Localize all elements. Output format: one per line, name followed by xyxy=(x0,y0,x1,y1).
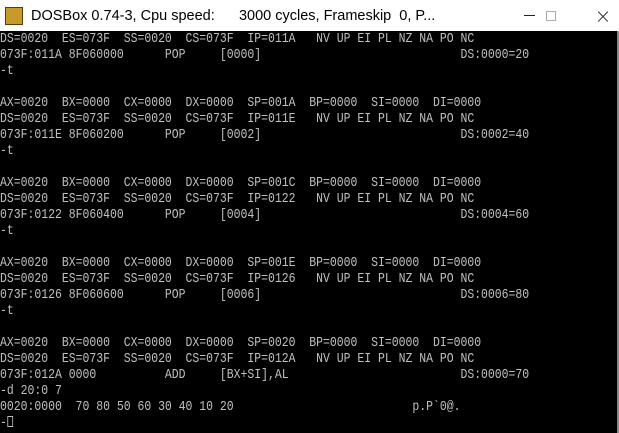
terminal-line-text: - xyxy=(0,415,7,431)
terminal-line: 073F:0126 8F060600 POP [0006] DS:0006=80 xyxy=(0,287,619,303)
terminal-line-text: AX=0020 BX=0000 CX=0000 DX=0000 SP=0020 … xyxy=(0,335,482,351)
terminal-line: DS=0020 ES=073F SS=0020 CS=073F IP=012A … xyxy=(0,351,619,367)
minimize-icon xyxy=(523,15,535,16)
terminal-line-text: -t xyxy=(0,63,14,79)
terminal-line: 073F:011A 8F060000 POP [0000] DS:0000=20 xyxy=(0,47,619,63)
terminal-line: AX=0020 BX=0000 CX=0000 DX=0000 SP=001C … xyxy=(0,175,619,191)
terminal-line-text: AX=0020 BX=0000 CX=0000 DX=0000 SP=001E … xyxy=(0,255,482,271)
terminal-line: DS=0020 ES=073F SS=0020 CS=073F IP=011E … xyxy=(0,111,619,127)
terminal-line-text: 073F:0122 8F060400 POP [0004] DS:0004=60 xyxy=(0,207,530,223)
terminal-line: 073F:012A 0000 ADD [BX+SI],AL DS:0000=70 xyxy=(0,367,619,383)
title-bar: DOSBox 0.74-3, Cpu speed: 3000 cycles, F… xyxy=(0,0,619,31)
terminal-line: 073F:0122 8F060400 POP [0004] DS:0004=60 xyxy=(0,207,619,223)
terminal-line-text: 073F:011A 8F060000 POP [0000] DS:0000=20 xyxy=(0,47,530,63)
terminal-line-text: AX=0020 BX=0000 CX=0000 DX=0000 SP=001A … xyxy=(0,95,482,111)
terminal-line: -t xyxy=(0,223,619,239)
terminal-line: AX=0020 BX=0000 CX=0000 DX=0000 SP=001E … xyxy=(0,255,619,271)
terminal-line: AX=0020 BX=0000 CX=0000 DX=0000 SP=0020 … xyxy=(0,335,619,351)
terminal-line-text: -t xyxy=(0,303,14,319)
terminal-line: DS=0020 ES=073F SS=0020 CS=073F IP=0122 … xyxy=(0,191,619,207)
window-title: DOSBox 0.74-3, Cpu speed: 3000 cycles, F… xyxy=(31,7,436,24)
terminal-line: 0020:0000 70 80 50 60 30 40 10 20 p.P`0@… xyxy=(0,399,619,415)
terminal-line-text: 0020:0000 70 80 50 60 30 40 10 20 p.P`0@… xyxy=(0,399,461,415)
terminal-line: AX=0020 BX=0000 CX=0000 DX=0000 SP=001A … xyxy=(0,95,619,111)
cursor-icon xyxy=(7,416,14,427)
maximize-button[interactable] xyxy=(528,0,574,31)
terminal-line-text: -t xyxy=(0,143,14,159)
terminal-line xyxy=(0,319,619,335)
terminal-line-text: DS=0020 ES=073F SS=0020 CS=073F IP=011E … xyxy=(0,111,475,127)
maximize-icon xyxy=(546,10,556,21)
terminal-line-text: -d 20:0 7 xyxy=(0,383,62,399)
terminal-line-text: 073F:011E 8F060200 POP [0002] DS:0002=40 xyxy=(0,127,530,143)
terminal-line-text: DS=0020 ES=073F SS=0020 CS=073F IP=012A … xyxy=(0,351,475,367)
terminal-line-text: 073F:0126 8F060600 POP [0006] DS:0006=80 xyxy=(0,287,530,303)
terminal-line: -d 20:0 7 xyxy=(0,383,619,399)
terminal-line: -t xyxy=(0,143,619,159)
terminal-line-text: DS=0020 ES=073F SS=0020 CS=073F IP=0126 … xyxy=(0,271,475,287)
dos-terminal[interactable]: DS=0020 ES=073F SS=0020 CS=073F IP=011A … xyxy=(0,31,619,433)
terminal-line-text: 073F:012A 0000 ADD [BX+SI],AL DS:0000=70 xyxy=(0,367,530,383)
terminal-line xyxy=(0,159,619,175)
dosbox-icon[interactable] xyxy=(5,6,23,25)
terminal-line xyxy=(0,239,619,255)
terminal-line: DS=0020 ES=073F SS=0020 CS=073F IP=0126 … xyxy=(0,271,619,287)
terminal-line-text: AX=0020 BX=0000 CX=0000 DX=0000 SP=001C … xyxy=(0,175,482,191)
terminal-line-text: DS=0020 ES=073F SS=0020 CS=073F IP=011A … xyxy=(0,31,475,47)
terminal-line: 073F:011E 8F060200 POP [0002] DS:0002=40 xyxy=(0,127,619,143)
terminal-line: -t xyxy=(0,303,619,319)
minimize-button[interactable] xyxy=(506,0,552,31)
window-border xyxy=(617,31,619,433)
terminal-line-text: -t xyxy=(0,223,14,239)
close-icon: × xyxy=(594,3,612,28)
close-button[interactable]: × xyxy=(580,0,619,31)
command-prompt: - xyxy=(0,415,619,431)
terminal-line-text: DS=0020 ES=073F SS=0020 CS=073F IP=0122 … xyxy=(0,191,475,207)
terminal-line: -t xyxy=(0,63,619,79)
terminal-line: DS=0020 ES=073F SS=0020 CS=073F IP=011A … xyxy=(0,31,619,47)
terminal-line xyxy=(0,79,619,95)
